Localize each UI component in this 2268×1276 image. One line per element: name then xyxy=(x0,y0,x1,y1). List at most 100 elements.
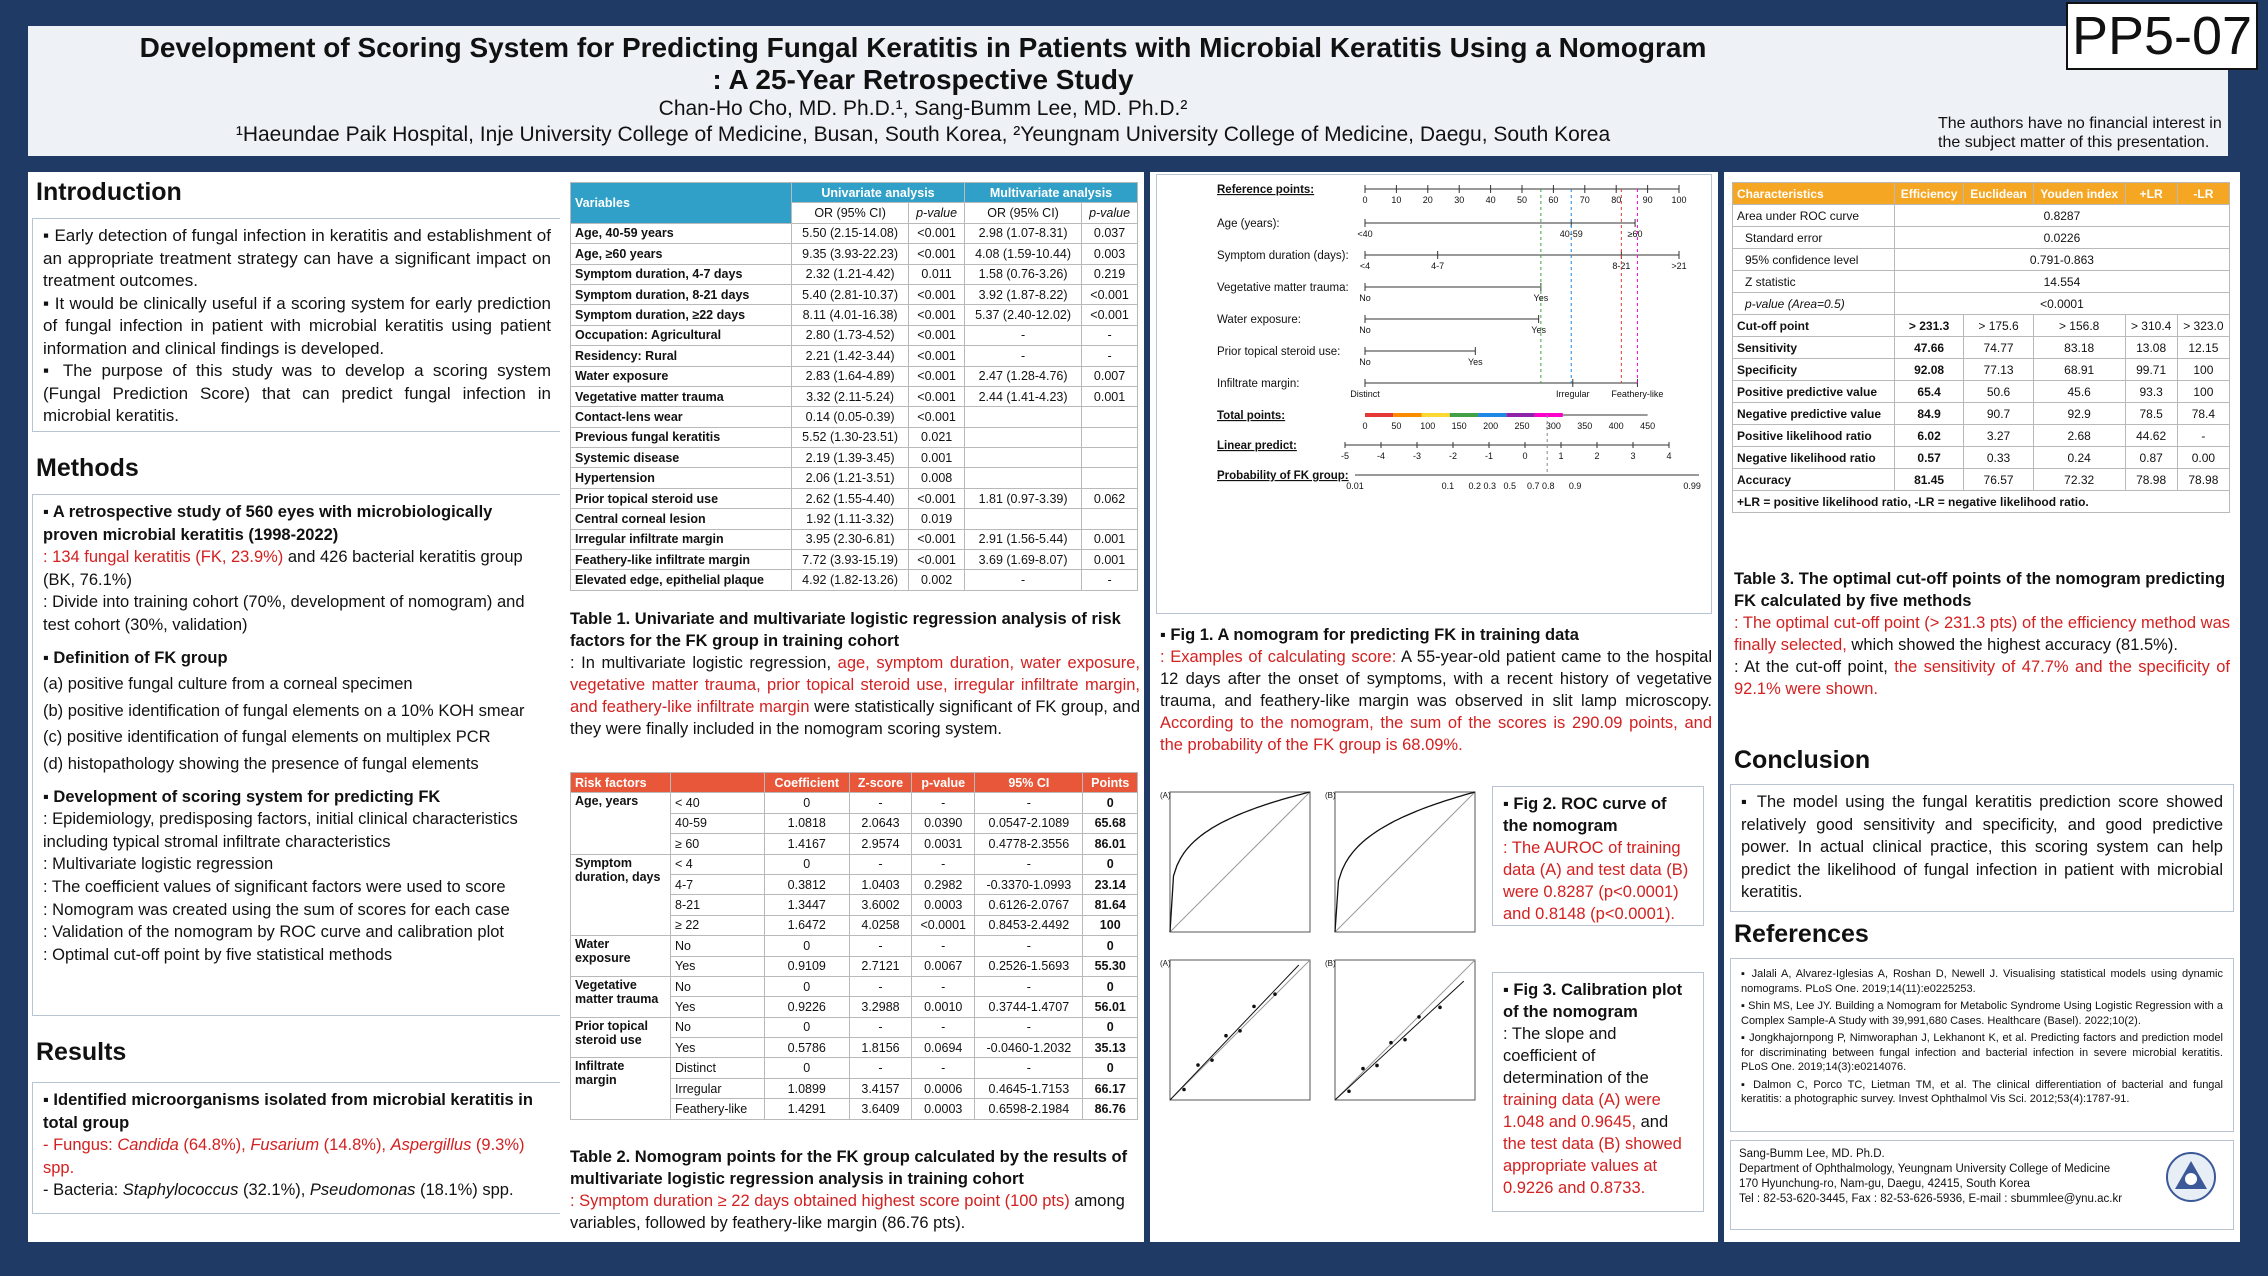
linear-tick-label: -1 xyxy=(1485,451,1493,461)
table2-cell: 1.6472 xyxy=(763,914,850,937)
table3: Characteristics Efficiency Euclidean Youden… xyxy=(1732,182,2231,513)
ref-tick-label: 70 xyxy=(1580,195,1590,205)
table2-cell: 23.14 xyxy=(1082,873,1138,896)
table3-cell: 81.45 xyxy=(1893,468,1965,491)
table1-cell: 2.44 (1.41-4.23) xyxy=(963,385,1083,408)
table1-cell: <0.001 xyxy=(908,243,965,265)
calibration-point xyxy=(1273,992,1277,996)
fig1-caption-red1: : Examples of calculating score: xyxy=(1160,648,1397,666)
methods-heading: Methods xyxy=(36,454,139,482)
step-6: : Optimal cut-off point by five statisti… xyxy=(43,945,393,964)
table3-cell: 78.98 xyxy=(2176,468,2231,491)
table2-cell: 2.9574 xyxy=(848,833,913,855)
bacteria-label: Bacteria: xyxy=(53,1181,123,1200)
table3-cell: 0.791-0.863 xyxy=(1893,248,2231,271)
table1-caption: Table 1. Univariate and multivariate log… xyxy=(570,608,1140,740)
table1-row: Elevated edge, epithelial plaque 4.92 (1.… xyxy=(569,569,1138,591)
fungus-line: - Fungus: Candida (64.8%), Fusarium (14.… xyxy=(43,1136,525,1177)
nomogram-row-label: Reference points: xyxy=(1217,184,1314,196)
table2-cell: - xyxy=(848,792,913,814)
total-tick-label: 250 xyxy=(1514,421,1529,431)
table2-cell: - xyxy=(848,853,913,875)
table2-cell: - xyxy=(911,853,976,875)
table1-cell: 5.52 (1.30-23.51) xyxy=(791,426,910,449)
table2-cell: - xyxy=(911,975,976,998)
table2-header: Points xyxy=(1082,771,1138,794)
water-tick-label: No xyxy=(1359,325,1371,335)
prob-tick-label: 0.1 xyxy=(1442,481,1455,491)
table1-cell: <0.001 xyxy=(908,549,965,571)
table2: Risk factors Coefficient Z-score p-value 95%… xyxy=(570,771,1138,1120)
table2-cell: 0.0067 xyxy=(911,955,976,977)
table2-row: Irregular 1.0899 3.4157 0.0006 0.4645-1.7153… xyxy=(571,1077,1138,1100)
table2-cell: 0 xyxy=(763,853,850,875)
table1-cell xyxy=(963,508,1083,530)
table2-cell: 100 xyxy=(1082,914,1138,937)
calibration-point xyxy=(1196,1063,1200,1067)
prob-tick-label: 0.2 0.3 xyxy=(1469,481,1497,491)
calibration-point xyxy=(1347,1089,1351,1094)
table1-cell: Age, 40-59 years xyxy=(569,222,793,245)
roc-panel-label: (B) xyxy=(1325,791,1336,800)
table2-cell: - xyxy=(911,1016,976,1039)
calibration-point xyxy=(1361,1066,1365,1071)
pseudomonas-pct: (18.1%) spp. xyxy=(415,1181,514,1200)
table2-cell: 0.4778-2.3556 xyxy=(974,833,1084,855)
table1-cell: 0.021 xyxy=(908,426,965,449)
table3-cell: 2.68 xyxy=(2032,424,2126,447)
water-tick-label: Yes xyxy=(1531,325,1546,335)
table1-cell: 0.008 xyxy=(908,467,965,489)
table2-header: Z-score xyxy=(848,771,913,794)
table2-cell: 65.68 xyxy=(1082,812,1138,835)
table1-cell: <0.001 xyxy=(908,365,965,387)
table2-cell: 3.2988 xyxy=(848,996,913,1018)
table2-group: Symptom duration, days xyxy=(570,853,671,937)
table2-cell: 0 xyxy=(763,975,850,998)
fig3-caption-red2: the test data (B) showed appropriate val… xyxy=(1503,1135,1682,1197)
table3-caption-b: : At the cut-off point, xyxy=(1734,658,1895,676)
table3-cell: 100 xyxy=(2176,358,2231,381)
step-4: : Nomogram was created using the sum of … xyxy=(43,900,510,919)
table3-row: Sensitivity 47.66 74.77 83.18 13.08 12.15 xyxy=(1732,336,2231,359)
ref-tick-label: 50 xyxy=(1517,195,1527,205)
aspergillus: Aspergillus xyxy=(390,1136,472,1155)
table1-cell: 2.83 (1.64-4.89) xyxy=(791,365,910,387)
table2-cell: 0 xyxy=(1082,1057,1138,1079)
table3-cell: <0.0001 xyxy=(1893,292,2231,315)
total-tick-label: 200 xyxy=(1483,421,1498,431)
ref-tick-label: 10 xyxy=(1391,195,1401,205)
table1-cell: 0.011 xyxy=(908,263,965,285)
table2-cell: < 40 xyxy=(670,792,765,814)
conclusion-box: ▪ The model using the fungal keratitis p… xyxy=(1730,784,2234,912)
fig3-caption-title: ▪ Fig 3. Calibration plot of the nomogra… xyxy=(1503,981,1683,1021)
table1-cell: <0.001 xyxy=(908,222,965,245)
fk-count: : 134 fungal keratitis (FK, 23.9%) xyxy=(43,548,284,567)
table3-cell: 78.4 xyxy=(2176,402,2231,425)
table2-cell: -0.0460-1.2032 xyxy=(974,1037,1084,1059)
total-tick-label: 100 xyxy=(1420,421,1435,431)
bacteria-line: - Bacteria: Staphylococcus (32.1%), Pseu… xyxy=(43,1181,514,1200)
table2-header: 95% CI xyxy=(974,771,1084,794)
table2-row: Infiltrate margin Distinct 0- - -0 xyxy=(570,1057,1138,1120)
calibration-panel-label: (B) xyxy=(1325,959,1336,968)
table2-cell: 56.01 xyxy=(1082,996,1138,1018)
prob-tick-label: 0.7 0.8 xyxy=(1527,481,1555,491)
t1-h-var: Variables xyxy=(569,182,793,224)
table1-row: Prior topical steroid use 2.62 (1.55-4.40… xyxy=(569,487,1138,510)
table2-cell: 0.6598-2.1984 xyxy=(974,1098,1084,1120)
poster-id: PP5-07 xyxy=(2066,2,2258,70)
table2-cell: 0.0003 xyxy=(911,894,976,916)
roc-curve xyxy=(1334,791,1476,933)
age-tick-label: <40 xyxy=(1357,229,1372,239)
table1-cell: 1.58 (0.76-3.26) xyxy=(963,263,1083,285)
table1-cell: 4.92 (1.82-13.26) xyxy=(791,569,910,591)
linear-tick-label: -2 xyxy=(1449,451,1457,461)
table2-cell: 86.76 xyxy=(1082,1098,1138,1120)
duration-tick-label: >21 xyxy=(1671,261,1686,271)
table3-cell: 50.6 xyxy=(1963,380,2034,403)
calibration-point xyxy=(1210,1058,1214,1062)
table1-cell: 3.95 (2.30-6.81) xyxy=(791,528,910,551)
table2-cell: - xyxy=(911,935,976,957)
calibration-point xyxy=(1438,1005,1442,1010)
table2-cell: 1.4291 xyxy=(763,1098,850,1120)
